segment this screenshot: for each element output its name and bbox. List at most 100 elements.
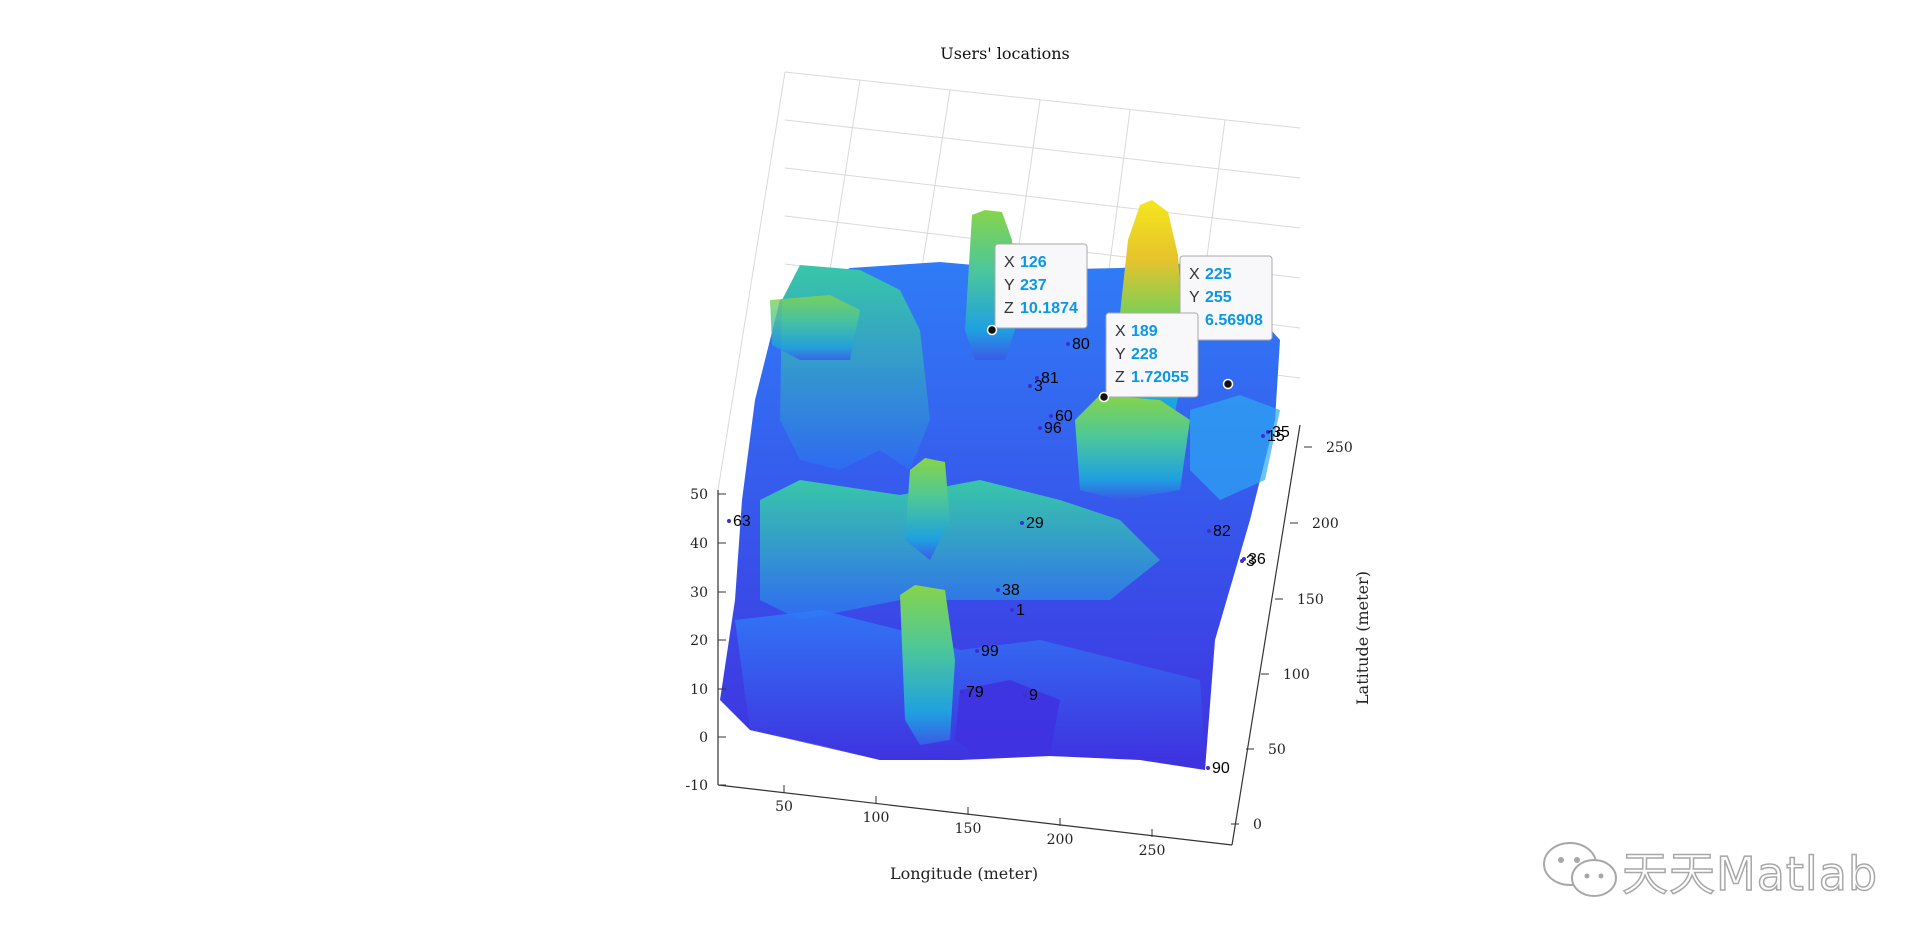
datatip-value: 255	[1205, 289, 1232, 306]
user-label: 36	[1248, 551, 1266, 568]
user-point	[1266, 430, 1270, 434]
datatip-value: 1.72055	[1131, 369, 1189, 386]
user-point	[975, 649, 979, 653]
user-point	[1207, 529, 1211, 533]
user-label: 90	[1212, 760, 1230, 777]
y-tick-label: 50	[1268, 742, 1286, 758]
user-point	[727, 519, 731, 523]
y-axis-ticks: 0 50 100 150 200 250	[1231, 440, 1353, 833]
z-tick-label: 40	[690, 536, 708, 552]
user-point	[996, 588, 1000, 592]
z-axis-ticks: -10 0 10 20 30 40 50	[685, 487, 726, 794]
z-tick-label: 0	[699, 730, 708, 746]
user-label: 35	[1272, 424, 1290, 441]
user-label: 1	[1016, 602, 1025, 619]
watermark-text: 天天Matlab	[1621, 846, 1879, 902]
datatip-key: X	[1004, 254, 1015, 271]
datatip-box	[994, 243, 1088, 329]
user-point	[1049, 414, 1053, 418]
surface-mid-plateau	[1075, 395, 1190, 500]
datatip-key: Y	[1189, 289, 1200, 306]
user-point	[1023, 693, 1027, 697]
surface-band-low	[735, 610, 1205, 760]
surface-lower-peak	[900, 585, 955, 745]
y-tick-label: 150	[1297, 592, 1324, 608]
user-point	[1035, 376, 1039, 380]
y-tick-label: 0	[1253, 817, 1262, 833]
x-tick-label: 150	[955, 821, 982, 837]
surface-left-plateau	[770, 295, 860, 360]
user-label: 60	[1055, 408, 1073, 425]
datatip-value: 228	[1131, 346, 1158, 363]
user-label: 96	[1044, 420, 1062, 437]
chart-title: Users' locations	[940, 44, 1069, 63]
y-axis-title: Latitude (meter)	[1353, 571, 1372, 705]
user-point	[960, 690, 964, 694]
user-point	[1206, 766, 1210, 770]
user-point	[1010, 608, 1014, 612]
axis-lines	[717, 424, 1301, 846]
datatip-value: 10.1874	[1020, 300, 1078, 317]
user-point	[1261, 434, 1265, 438]
user-point	[1038, 426, 1042, 430]
z-tick-label: 10	[690, 682, 708, 698]
x-tick-label: 100	[863, 810, 890, 826]
datatip-key: X	[1115, 323, 1126, 340]
datatips: X 126 Y 237 Z 10.1874 X 225 Y 255 Z 6.56908 X 189 Y 228…	[986, 243, 1273, 403]
wechat-icon	[1543, 842, 1617, 897]
y-tick-label: 200	[1312, 516, 1339, 532]
user-label: 82	[1213, 523, 1231, 540]
datatip-value: 237	[1020, 277, 1047, 294]
user-label: 3	[1246, 553, 1255, 570]
datatip-value: 189	[1131, 323, 1158, 340]
user-label: 80	[1072, 336, 1090, 353]
y-tick-label: 100	[1283, 667, 1310, 683]
datatip-marker[interactable]	[1222, 378, 1234, 390]
user-label: 29	[1026, 515, 1044, 532]
user-label: 63	[733, 513, 751, 530]
x-tick-label: 250	[1139, 843, 1166, 859]
z-tick-label: -10	[685, 778, 708, 794]
datatip-marker[interactable]	[1098, 391, 1110, 403]
user-point	[1028, 384, 1032, 388]
x-tick-label: 50	[775, 799, 793, 815]
datatip-key: Y	[1115, 346, 1126, 363]
y-tick-label: 250	[1326, 440, 1353, 456]
datatip-key: Z	[1115, 369, 1125, 386]
user-point	[1066, 342, 1070, 346]
datatip-value: 126	[1020, 254, 1047, 271]
surface-valley	[955, 680, 1060, 758]
datatip[interactable]: X 189 Y 228 Z 1.72055	[1098, 312, 1199, 403]
surface-band-mid	[760, 480, 1160, 620]
datatip-box	[1179, 255, 1273, 341]
watermark: 天天Matlab	[1540, 838, 1878, 904]
z-tick-label: 30	[690, 585, 708, 601]
user-label: 9	[1029, 687, 1038, 704]
x-axis-ticks: 50 100 150 200 250	[775, 785, 1165, 859]
datatip-key: Z	[1004, 300, 1014, 317]
user-label: 99	[981, 643, 999, 660]
user-label: 15	[1267, 428, 1285, 445]
datatip[interactable]: X225Y255Z6.56908	[1179, 255, 1273, 390]
user-label: 79	[966, 684, 984, 701]
x-axis-title: Longitude (meter)	[890, 864, 1038, 883]
user-point	[1240, 559, 1244, 563]
user-label: 81	[1041, 370, 1059, 387]
datatip-value: 225	[1205, 266, 1232, 283]
datatip-box	[1105, 312, 1199, 398]
z-tick-label: 20	[690, 633, 708, 649]
datatip-key: X	[1189, 266, 1200, 283]
x-tick-label: 200	[1047, 832, 1074, 848]
datatip-marker[interactable]	[986, 324, 998, 336]
surface-right-shelf	[1190, 395, 1280, 500]
z-tick-label: 50	[690, 487, 708, 503]
user-label: 38	[1002, 582, 1020, 599]
datatip-value: 6.56908	[1205, 312, 1263, 329]
surface-centre-peak	[905, 458, 950, 560]
user-point	[1020, 521, 1024, 525]
datatip[interactable]: X 126 Y 237 Z 10.1874	[986, 243, 1088, 336]
datatip-key: Y	[1004, 277, 1015, 294]
user-label: 3	[1034, 378, 1043, 395]
